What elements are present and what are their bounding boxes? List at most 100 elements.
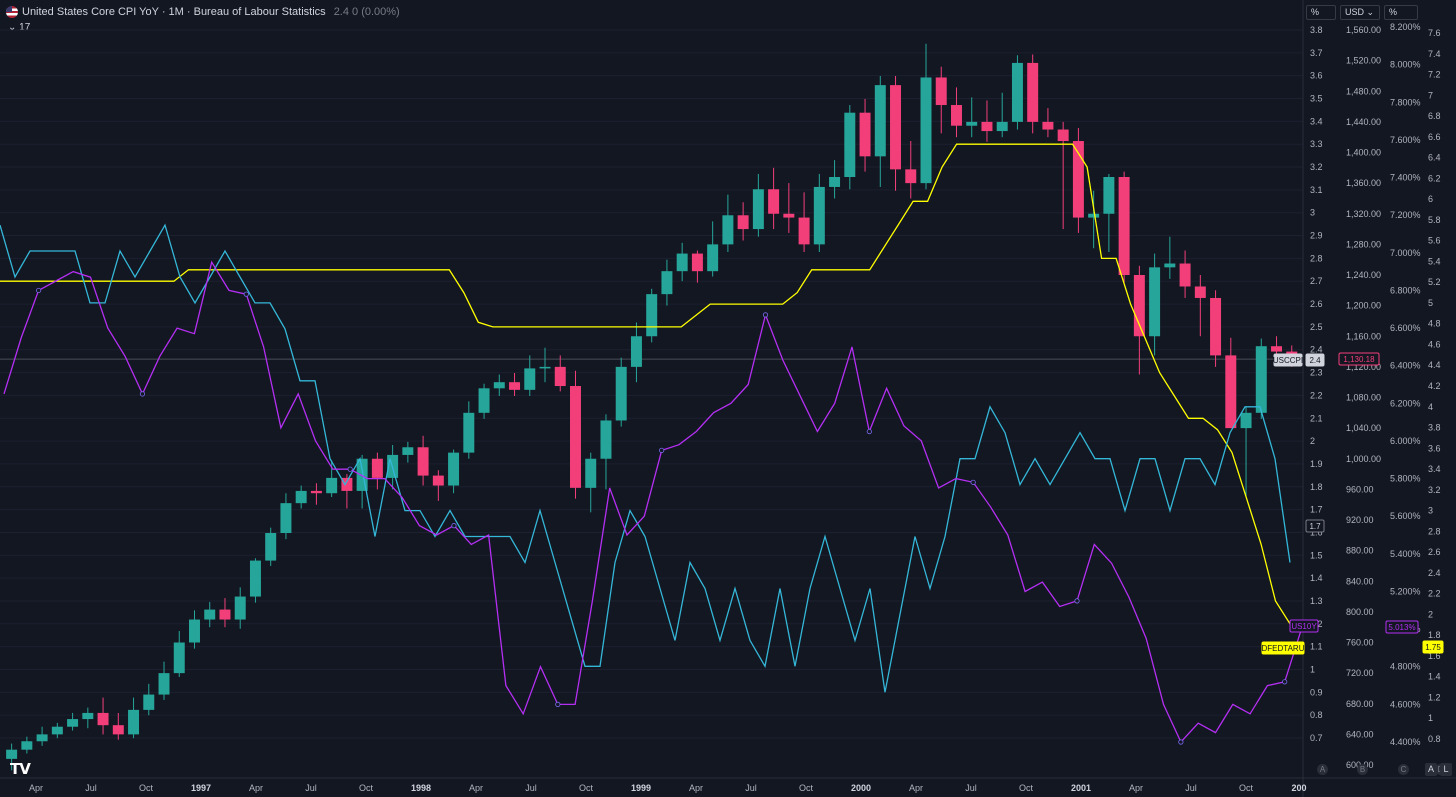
yield-tick-label: 4.600% [1390, 699, 1421, 709]
candle [341, 474, 353, 509]
candle-body [844, 112, 856, 177]
candle-body [905, 169, 917, 184]
candle [844, 105, 856, 190]
x-tick-label: 2000 [851, 783, 871, 793]
rate-tick-label: 1.4 [1428, 672, 1441, 682]
candle-body [128, 709, 140, 735]
rate-tick-label: 1 [1428, 713, 1433, 723]
dfedtaru-value-tag-text: 1.75 [1425, 643, 1441, 652]
candle [310, 483, 322, 505]
cpi-tick-label: 2.5 [1310, 322, 1323, 332]
usd-tick-label: 760.00 [1346, 638, 1374, 648]
candle [691, 250, 703, 283]
rate-tick-label: 4.8 [1428, 319, 1441, 329]
candle-body [829, 177, 841, 187]
x-tick-label: 1997 [191, 783, 211, 793]
us10y-value-tag-text: 5.013% [1388, 623, 1415, 632]
usd-tick-label: 1,000.00 [1346, 454, 1381, 464]
candle-body [1072, 141, 1084, 218]
candle [661, 259, 673, 306]
dfedtaru-label: DFEDTARU [1261, 641, 1305, 655]
cpi-tick-label: 2.8 [1310, 253, 1323, 263]
series-line-us10y [3, 260, 1303, 744]
cpi-tick-label: 3.7 [1310, 48, 1323, 58]
cpi-tick-label: 1.8 [1310, 482, 1323, 492]
candle [234, 587, 246, 629]
rate-tick-label: 6 [1428, 194, 1433, 204]
candle [950, 87, 962, 138]
us10y-value-tag-bg [1385, 620, 1419, 634]
yield-tick-label: 7.400% [1390, 173, 1421, 183]
us10y-point [1074, 598, 1080, 604]
corner-a[interactable]: A [1317, 764, 1328, 775]
candle-body [82, 712, 94, 720]
collapse-toggle[interactable]: ⌄ 17 [8, 22, 31, 33]
candle-body [737, 215, 749, 230]
us10y-point [36, 287, 42, 294]
candle [722, 194, 734, 253]
usd-tick-label: 800.00 [1346, 607, 1374, 617]
candle-body [813, 186, 825, 245]
corner-c[interactable]: C [1398, 764, 1409, 775]
candle-body [6, 749, 18, 759]
yield-tick-label: 4.400% [1390, 737, 1421, 747]
candle [189, 610, 200, 649]
candle [981, 100, 993, 142]
cpi-tick-label: 1 [1310, 664, 1315, 674]
candle-body [1057, 129, 1069, 142]
candle-body [1118, 177, 1130, 275]
header-values: 2.4 0 (0.00%) [333, 6, 400, 18]
cpi-tick-label: 1.5 [1310, 550, 1323, 560]
candle [1179, 250, 1191, 298]
usccpi-label: USCCPI [1273, 353, 1303, 367]
rate-tick-label: 3.8 [1428, 423, 1441, 433]
usd-scale-unit[interactable]: USD ⌄ [1340, 5, 1380, 20]
candle-body [478, 388, 490, 413]
x-tick-label: Apr [1129, 783, 1143, 793]
candle [1149, 253, 1161, 356]
rate-tick-label: 6.2 [1428, 173, 1441, 183]
candle-body [570, 386, 581, 488]
x-tick-label: Oct [1019, 783, 1034, 793]
yield-scale-unit[interactable]: % [1384, 5, 1418, 20]
candle-body [1194, 286, 1206, 298]
corner-b[interactable]: B [1357, 764, 1368, 775]
cpi-tick-label: 3.2 [1310, 162, 1323, 172]
candle-body [676, 253, 688, 272]
candle-body [234, 596, 246, 620]
rate-tick-label: 6.4 [1428, 153, 1441, 163]
candle-body [1088, 213, 1100, 218]
us10y-point [762, 312, 769, 318]
us10y-point [866, 428, 872, 435]
candle [265, 527, 277, 566]
candle-body [143, 694, 155, 710]
usd-tick-label: 840.00 [1346, 576, 1374, 586]
cpi-tick-label: 0.9 [1310, 687, 1323, 697]
candle-body [630, 336, 642, 367]
x-tick-label: Jul [745, 783, 757, 793]
rate-tick-label: 0.8 [1428, 734, 1441, 744]
log-scale-button[interactable]: L [1440, 763, 1452, 776]
cpi-tick-label: 3.5 [1310, 94, 1323, 104]
cpi-tick-label: 3.4 [1310, 116, 1323, 126]
candle [1164, 236, 1176, 279]
usd-tick-label: 1,240.00 [1346, 270, 1381, 280]
candle-body [112, 725, 124, 735]
candle-body [1179, 263, 1191, 287]
candle [859, 98, 871, 172]
x-tick-label: Jul [1185, 783, 1197, 793]
candle [402, 441, 414, 463]
cpi-scale-unit[interactable]: % [1306, 5, 1336, 20]
candle [783, 183, 795, 233]
candle [1011, 55, 1023, 130]
candle-body [707, 244, 719, 272]
auto-scale-button[interactable]: A [1425, 763, 1437, 776]
usd-tick-label: 1,120.00 [1346, 362, 1381, 372]
rate-tick-label: 4.2 [1428, 381, 1441, 391]
cpi-tick-label: 0.7 [1310, 733, 1323, 743]
cpi-tick-label: 1.3 [1310, 596, 1323, 606]
yield-tick-label: 6.200% [1390, 398, 1421, 408]
chart-title[interactable]: United States Core CPI YoY · 1M · Bureau… [22, 6, 326, 18]
